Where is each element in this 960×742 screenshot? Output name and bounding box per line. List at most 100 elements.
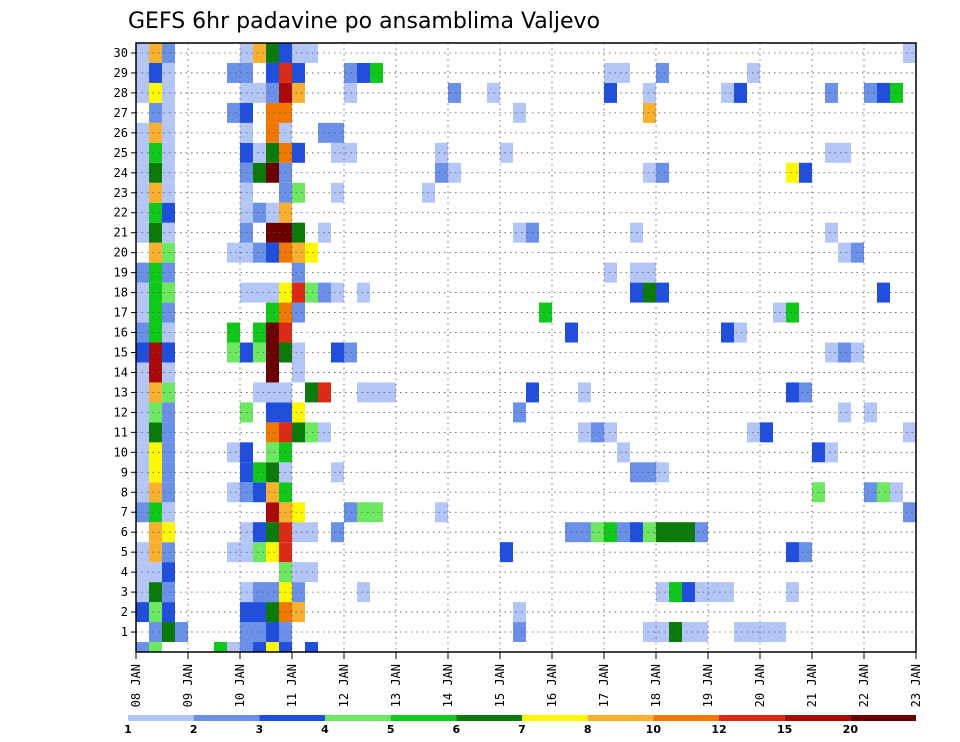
y-tick-label: 5 — [121, 545, 128, 559]
heatmap-cell — [370, 502, 383, 523]
colorbar-label: 2 — [190, 723, 198, 736]
y-tick-label: 12 — [114, 405, 128, 419]
heatmap-cell — [162, 102, 175, 123]
heatmap-cell — [292, 422, 305, 443]
colorbar-label: 1 — [124, 723, 132, 736]
heatmap-cells — [136, 43, 916, 652]
y-tick-label: 9 — [121, 465, 128, 479]
heatmap-cell — [162, 582, 175, 603]
colorbar-swatch — [784, 715, 851, 721]
colorbar-label: 6 — [453, 723, 461, 736]
heatmap-cell — [500, 142, 513, 163]
heatmap-cell — [864, 482, 877, 503]
heatmap-cell — [305, 43, 318, 63]
heatmap-cell — [331, 462, 344, 483]
heatmap-cell — [617, 62, 630, 83]
heatmap-cell — [656, 162, 669, 183]
heatmap-cell — [513, 402, 526, 423]
heatmap-cell — [227, 102, 240, 123]
heatmap-cell — [162, 362, 175, 383]
heatmap-cell — [292, 502, 305, 523]
heatmap-cell — [227, 62, 240, 83]
heatmap-cell — [656, 522, 669, 543]
heatmap-cell — [266, 62, 279, 83]
heatmap-cell — [266, 322, 279, 343]
heatmap-cell — [253, 142, 266, 163]
colorbar-label: 7 — [518, 723, 526, 736]
heatmap-cell — [149, 142, 162, 163]
heatmap-cell — [266, 442, 279, 463]
x-tick-label: 13 JAN — [389, 664, 403, 707]
colorbar-label: 5 — [387, 723, 395, 736]
heatmap-cell — [877, 82, 890, 103]
y-tick-label: 17 — [114, 306, 128, 320]
heatmap-cell — [825, 142, 838, 163]
y-tick-label: 4 — [121, 565, 128, 579]
heatmap-cell — [266, 362, 279, 383]
heatmap-cell — [266, 622, 279, 643]
heatmap-cell — [682, 622, 695, 643]
x-tick-label: 15 JAN — [493, 664, 507, 707]
heatmap-cell — [149, 582, 162, 603]
heatmap-cell — [357, 502, 370, 523]
y-tick-label: 19 — [114, 266, 128, 280]
heatmap-cell — [253, 602, 266, 623]
heatmap-cell — [149, 362, 162, 383]
heatmap-cell — [149, 162, 162, 183]
heatmap-cell — [227, 322, 240, 343]
y-tick-label: 29 — [114, 66, 128, 80]
heatmap-cell — [149, 542, 162, 563]
heatmap-cell — [266, 482, 279, 503]
heatmap-cell — [435, 162, 448, 183]
heatmap-cell — [253, 162, 266, 183]
y-tick-label: 23 — [114, 186, 128, 200]
y-tick-label: 21 — [114, 226, 128, 240]
heatmap-cell — [292, 222, 305, 243]
heatmap-cell — [149, 322, 162, 343]
heatmap-cell — [877, 282, 890, 303]
heatmap-cell — [162, 82, 175, 103]
heatmap-cell — [786, 542, 799, 563]
y-tick-label: 10 — [114, 445, 128, 459]
colorbar-swatch — [193, 715, 260, 721]
heatmap-cell — [695, 622, 708, 643]
heatmap-cell — [539, 302, 552, 323]
heatmap-cell — [162, 442, 175, 463]
heatmap-cell — [799, 542, 812, 563]
colorbar-swatch — [325, 715, 391, 721]
heatmap-cell — [162, 322, 175, 343]
heatmap-cell — [253, 82, 266, 103]
heatmap-cell — [149, 202, 162, 223]
heatmap-cell — [149, 302, 162, 323]
heatmap-cell — [513, 222, 526, 243]
y-tick-label: 30 — [114, 46, 128, 60]
heatmap-cell — [240, 642, 253, 652]
chart-title: GEFS 6hr padavine po ansamblima Valjevo — [128, 9, 600, 34]
heatmap-cell — [292, 602, 305, 623]
colorbar-label: 8 — [584, 723, 592, 736]
heatmap-cell — [149, 442, 162, 463]
heatmap-cell — [448, 82, 461, 103]
heatmap-cell — [136, 642, 149, 652]
heatmap-cell — [253, 382, 266, 403]
y-tick-label: 16 — [114, 326, 128, 340]
x-tick-label: 17 JAN — [597, 664, 611, 707]
heatmap-cell — [305, 522, 318, 543]
heatmap-cell — [331, 182, 344, 203]
y-tick-label: 6 — [121, 525, 128, 539]
heatmap-cell — [721, 582, 734, 603]
heatmap-cell — [578, 522, 591, 543]
heatmap-cell — [149, 262, 162, 283]
heatmap-cell — [266, 602, 279, 623]
heatmap-cell — [149, 102, 162, 123]
x-tick-label: 20 JAN — [753, 664, 767, 707]
heatmap-cell — [162, 402, 175, 423]
y-tick-label: 27 — [114, 106, 128, 120]
heatmap-cell — [721, 82, 734, 103]
heatmap-cell — [266, 222, 279, 243]
heatmap-cell — [825, 82, 838, 103]
colorbar-swatch — [390, 715, 457, 721]
heatmap-cell — [695, 522, 708, 543]
heatmap-cell — [149, 182, 162, 203]
